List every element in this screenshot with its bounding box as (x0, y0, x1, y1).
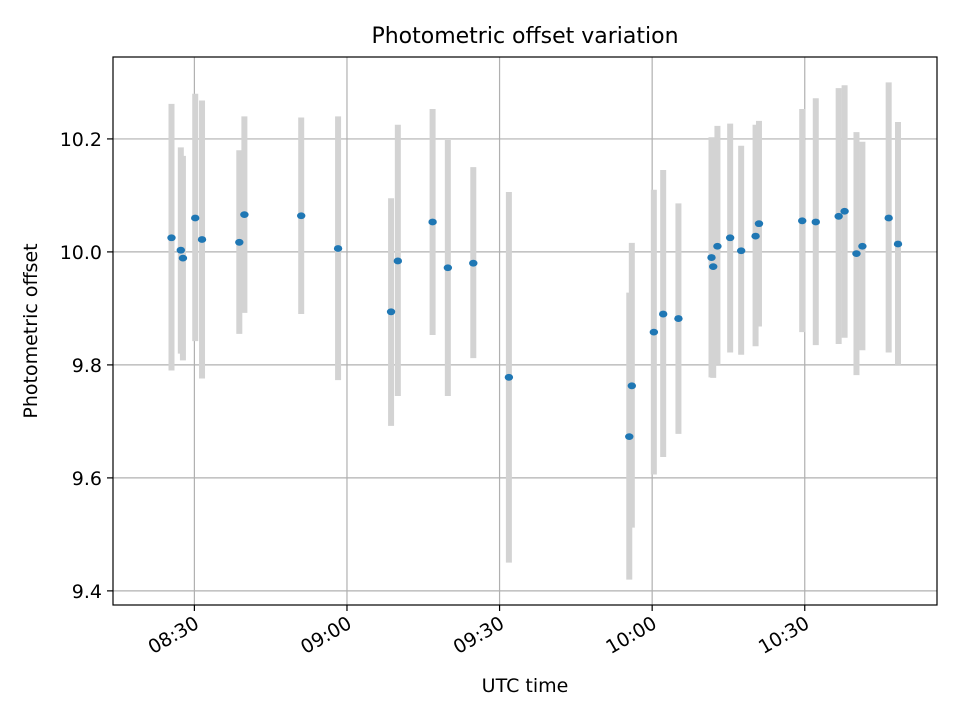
data-point (443, 264, 453, 272)
data-point (708, 263, 718, 270)
data-point (893, 240, 903, 248)
data-point (428, 218, 437, 226)
data-point (713, 242, 722, 250)
data-point (707, 254, 716, 261)
plot-frame (112, 56, 938, 606)
data-point (798, 217, 807, 225)
data-point (840, 207, 849, 215)
data-point (235, 238, 244, 246)
chart-title: Photometric offset variation (371, 24, 678, 49)
x-axis-label: UTC time (482, 675, 569, 697)
data-point (627, 382, 637, 390)
data-point (167, 234, 176, 242)
y-tick-label: 10.0 (60, 242, 102, 264)
data-point (469, 259, 478, 267)
data-point (197, 236, 207, 243)
data-point (176, 246, 186, 254)
data-point (296, 212, 306, 220)
data-points (167, 207, 903, 441)
data-point (725, 234, 735, 242)
data-point (852, 250, 861, 258)
data-point (884, 214, 893, 222)
data-point (386, 308, 396, 316)
y-tick-label: 9.8 (72, 355, 102, 377)
y-tick-label: 10.2 (60, 129, 102, 151)
data-point (674, 315, 683, 322)
y-tick-label: 9.4 (72, 581, 102, 603)
data-point (333, 245, 343, 252)
data-point (754, 220, 764, 228)
y-axis: 9.4 9.6 9.8 10.0 10.2 (60, 129, 113, 603)
data-point (811, 218, 820, 226)
data-point (625, 433, 634, 441)
data-point (504, 373, 514, 381)
data-point (649, 328, 659, 336)
data-point (658, 310, 668, 318)
y-tick-label: 9.6 (72, 468, 102, 490)
data-point (834, 212, 843, 220)
data-point (393, 257, 403, 265)
y-axis-label: Photometric offset (20, 243, 42, 418)
data-point (858, 242, 867, 250)
data-point (191, 214, 200, 222)
data-point (240, 211, 249, 219)
data-point (178, 254, 188, 262)
data-point (751, 232, 760, 240)
data-point (736, 247, 746, 255)
